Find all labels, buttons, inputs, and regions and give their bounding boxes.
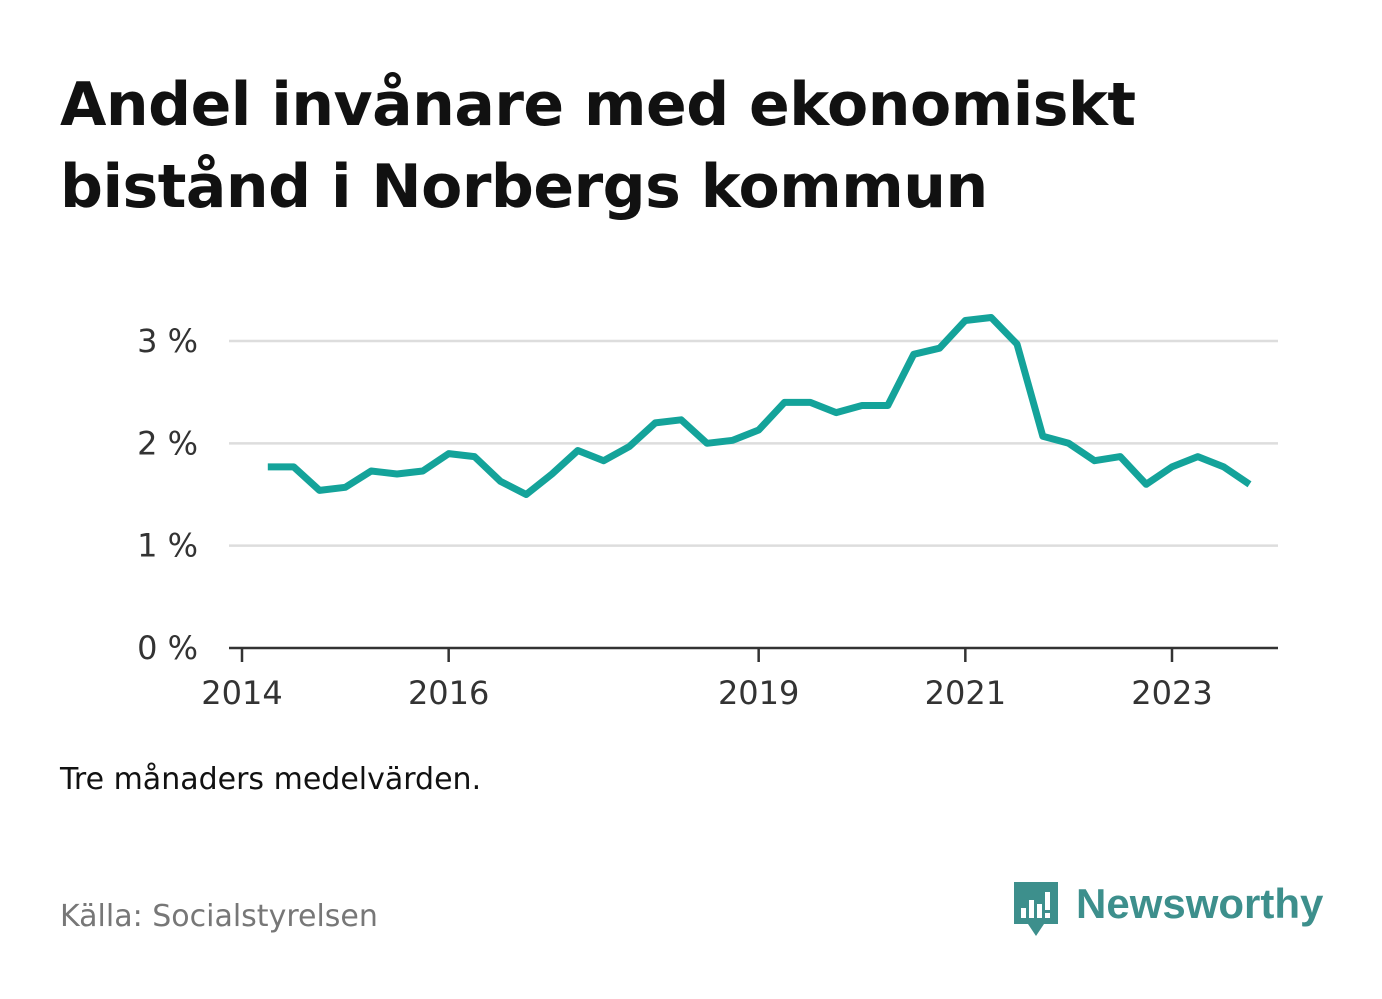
x-axis: 2014 2016 2019 2021 2023 bbox=[201, 646, 1278, 712]
y-tick-label: 0 % bbox=[137, 629, 198, 667]
x-tick-label: 2023 bbox=[1131, 674, 1212, 712]
y-tick-label: 2 % bbox=[137, 424, 198, 462]
x-tick-label: 2016 bbox=[408, 674, 489, 712]
chart-note: Tre månaders medelvärden. bbox=[60, 762, 482, 797]
y-axis: 0 % 1 % 2 % 3 % bbox=[137, 322, 198, 667]
series-layer bbox=[267, 314, 1252, 498]
newsworthy-logo-icon bbox=[1014, 882, 1058, 936]
x-tick-label: 2019 bbox=[718, 674, 799, 712]
x-tick-label: 2014 bbox=[201, 674, 282, 712]
x-tick-label: 2021 bbox=[925, 674, 1006, 712]
series-line bbox=[267, 314, 1252, 498]
y-tick-label: 3 % bbox=[137, 322, 198, 360]
brand-name: Newsworthy bbox=[1076, 880, 1324, 927]
source-credit: Källa: Socialstyrelsen bbox=[60, 899, 378, 934]
chart-title: Andel invånare med ekonomiskt bistånd i … bbox=[60, 70, 1136, 222]
gridlines bbox=[229, 339, 1278, 547]
y-tick-label: 1 % bbox=[137, 527, 198, 565]
newsworthy-brand: Newsworthy bbox=[1010, 878, 1323, 944]
